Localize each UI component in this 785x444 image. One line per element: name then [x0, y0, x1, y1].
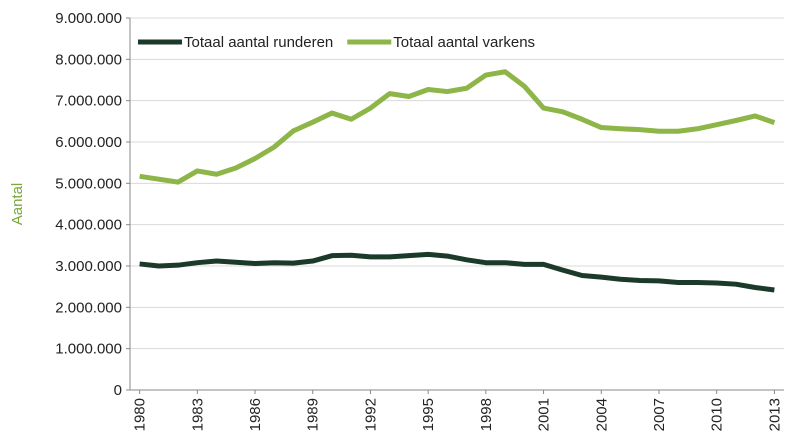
y-tick-label: 6.000.000	[55, 134, 122, 151]
x-tick-label: 2007	[651, 398, 668, 431]
series-line	[139, 69, 776, 185]
series-line	[139, 251, 775, 293]
y-tick-label: 3.000.000	[55, 258, 122, 275]
x-tick-label: 1992	[362, 398, 379, 431]
x-tick-label: 1986	[247, 398, 264, 431]
x-tick-label: 1998	[478, 398, 495, 431]
y-tick-label: 0	[114, 382, 122, 399]
x-tick-label: 2010	[709, 398, 726, 431]
y-tick-label: 9.000.000	[55, 10, 122, 27]
y-tick-label: 4.000.000	[55, 217, 122, 234]
y-tick-label: 8.000.000	[55, 51, 122, 68]
x-tick-label: 1983	[189, 398, 206, 431]
x-tick-label: 1980	[132, 398, 149, 431]
legend-label: Totaal aantal runderen	[184, 34, 333, 51]
x-tick-label: 2001	[536, 398, 553, 431]
y-axis-label: Aantal	[9, 183, 26, 226]
x-tick-label: 1995	[420, 398, 437, 431]
y-tick-label: 7.000.000	[55, 93, 122, 110]
y-tick-label: 5.000.000	[55, 175, 122, 192]
x-tick-label: 2004	[593, 398, 610, 431]
y-tick-label: 1.000.000	[55, 341, 122, 358]
legend-label: Totaal aantal varkens	[393, 34, 535, 51]
x-tick-label: 2013	[766, 398, 783, 431]
y-tick-label: 2.000.000	[55, 299, 122, 316]
x-tick-label: 1989	[305, 398, 322, 431]
